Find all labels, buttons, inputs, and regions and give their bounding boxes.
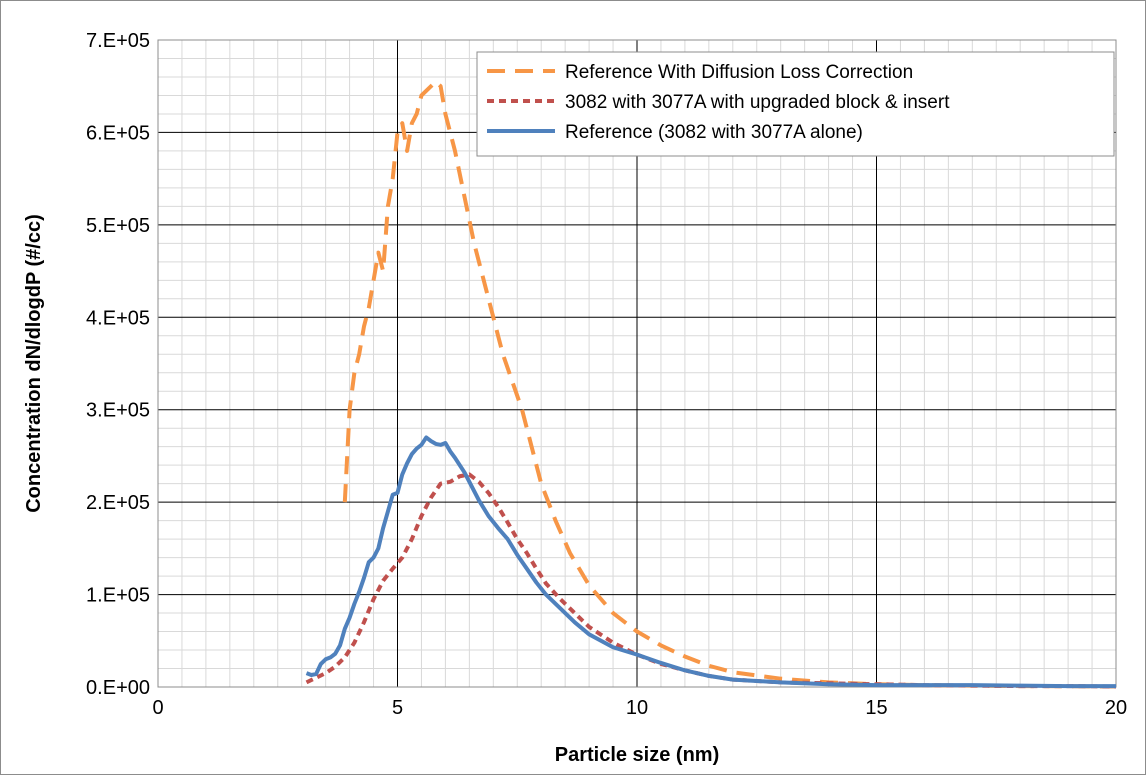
series-line-2	[305, 435, 1116, 689]
series-line-0	[342, 79, 1117, 689]
legend-label-2: Reference (3082 with 3077A alone)	[565, 122, 863, 143]
y-axis-title: Concentration dN/dlogdP (#/cc)	[23, 214, 45, 513]
y-tick-label: 6.E+05	[86, 122, 150, 144]
x-axis-title: Particle size (nm)	[555, 744, 720, 766]
y-tick-label: 5.E+05	[86, 215, 150, 237]
y-tick-label: 0.E+00	[86, 677, 150, 699]
y-tick-label: 3.E+05	[86, 400, 150, 422]
y-tick-label: 1.E+05	[86, 585, 150, 607]
minor-grid	[158, 40, 1116, 687]
legend-label-0: Reference With Diffusion Loss Correction	[565, 62, 913, 83]
y-tick-label: 7.E+05	[86, 30, 150, 52]
y-tick-label: 2.E+05	[86, 492, 150, 514]
x-tick-label: 15	[865, 697, 887, 719]
legend-label-1: 3082 with 3077A with upgraded block & in…	[565, 92, 950, 113]
x-tick-label: 20	[1105, 697, 1127, 719]
legend: Reference With Diffusion Loss Correction…	[476, 51, 1115, 157]
x-tick-label: 5	[392, 697, 403, 719]
y-axis-ticks: 0.E+00 1.E+05 2.E+05 3.E+05 4.E+05 5.E+05 6.E+…	[86, 30, 150, 699]
x-axis-ticks: 0 5 10 15 20	[152, 697, 1127, 719]
x-tick-label: 0	[152, 697, 163, 719]
plot-border	[157, 39, 1117, 688]
legend-box	[476, 51, 1115, 157]
series-line-1	[305, 472, 1117, 689]
series-layer	[305, 79, 1117, 689]
y-tick-label: 4.E+05	[86, 307, 150, 329]
x-tick-label: 10	[626, 697, 648, 719]
